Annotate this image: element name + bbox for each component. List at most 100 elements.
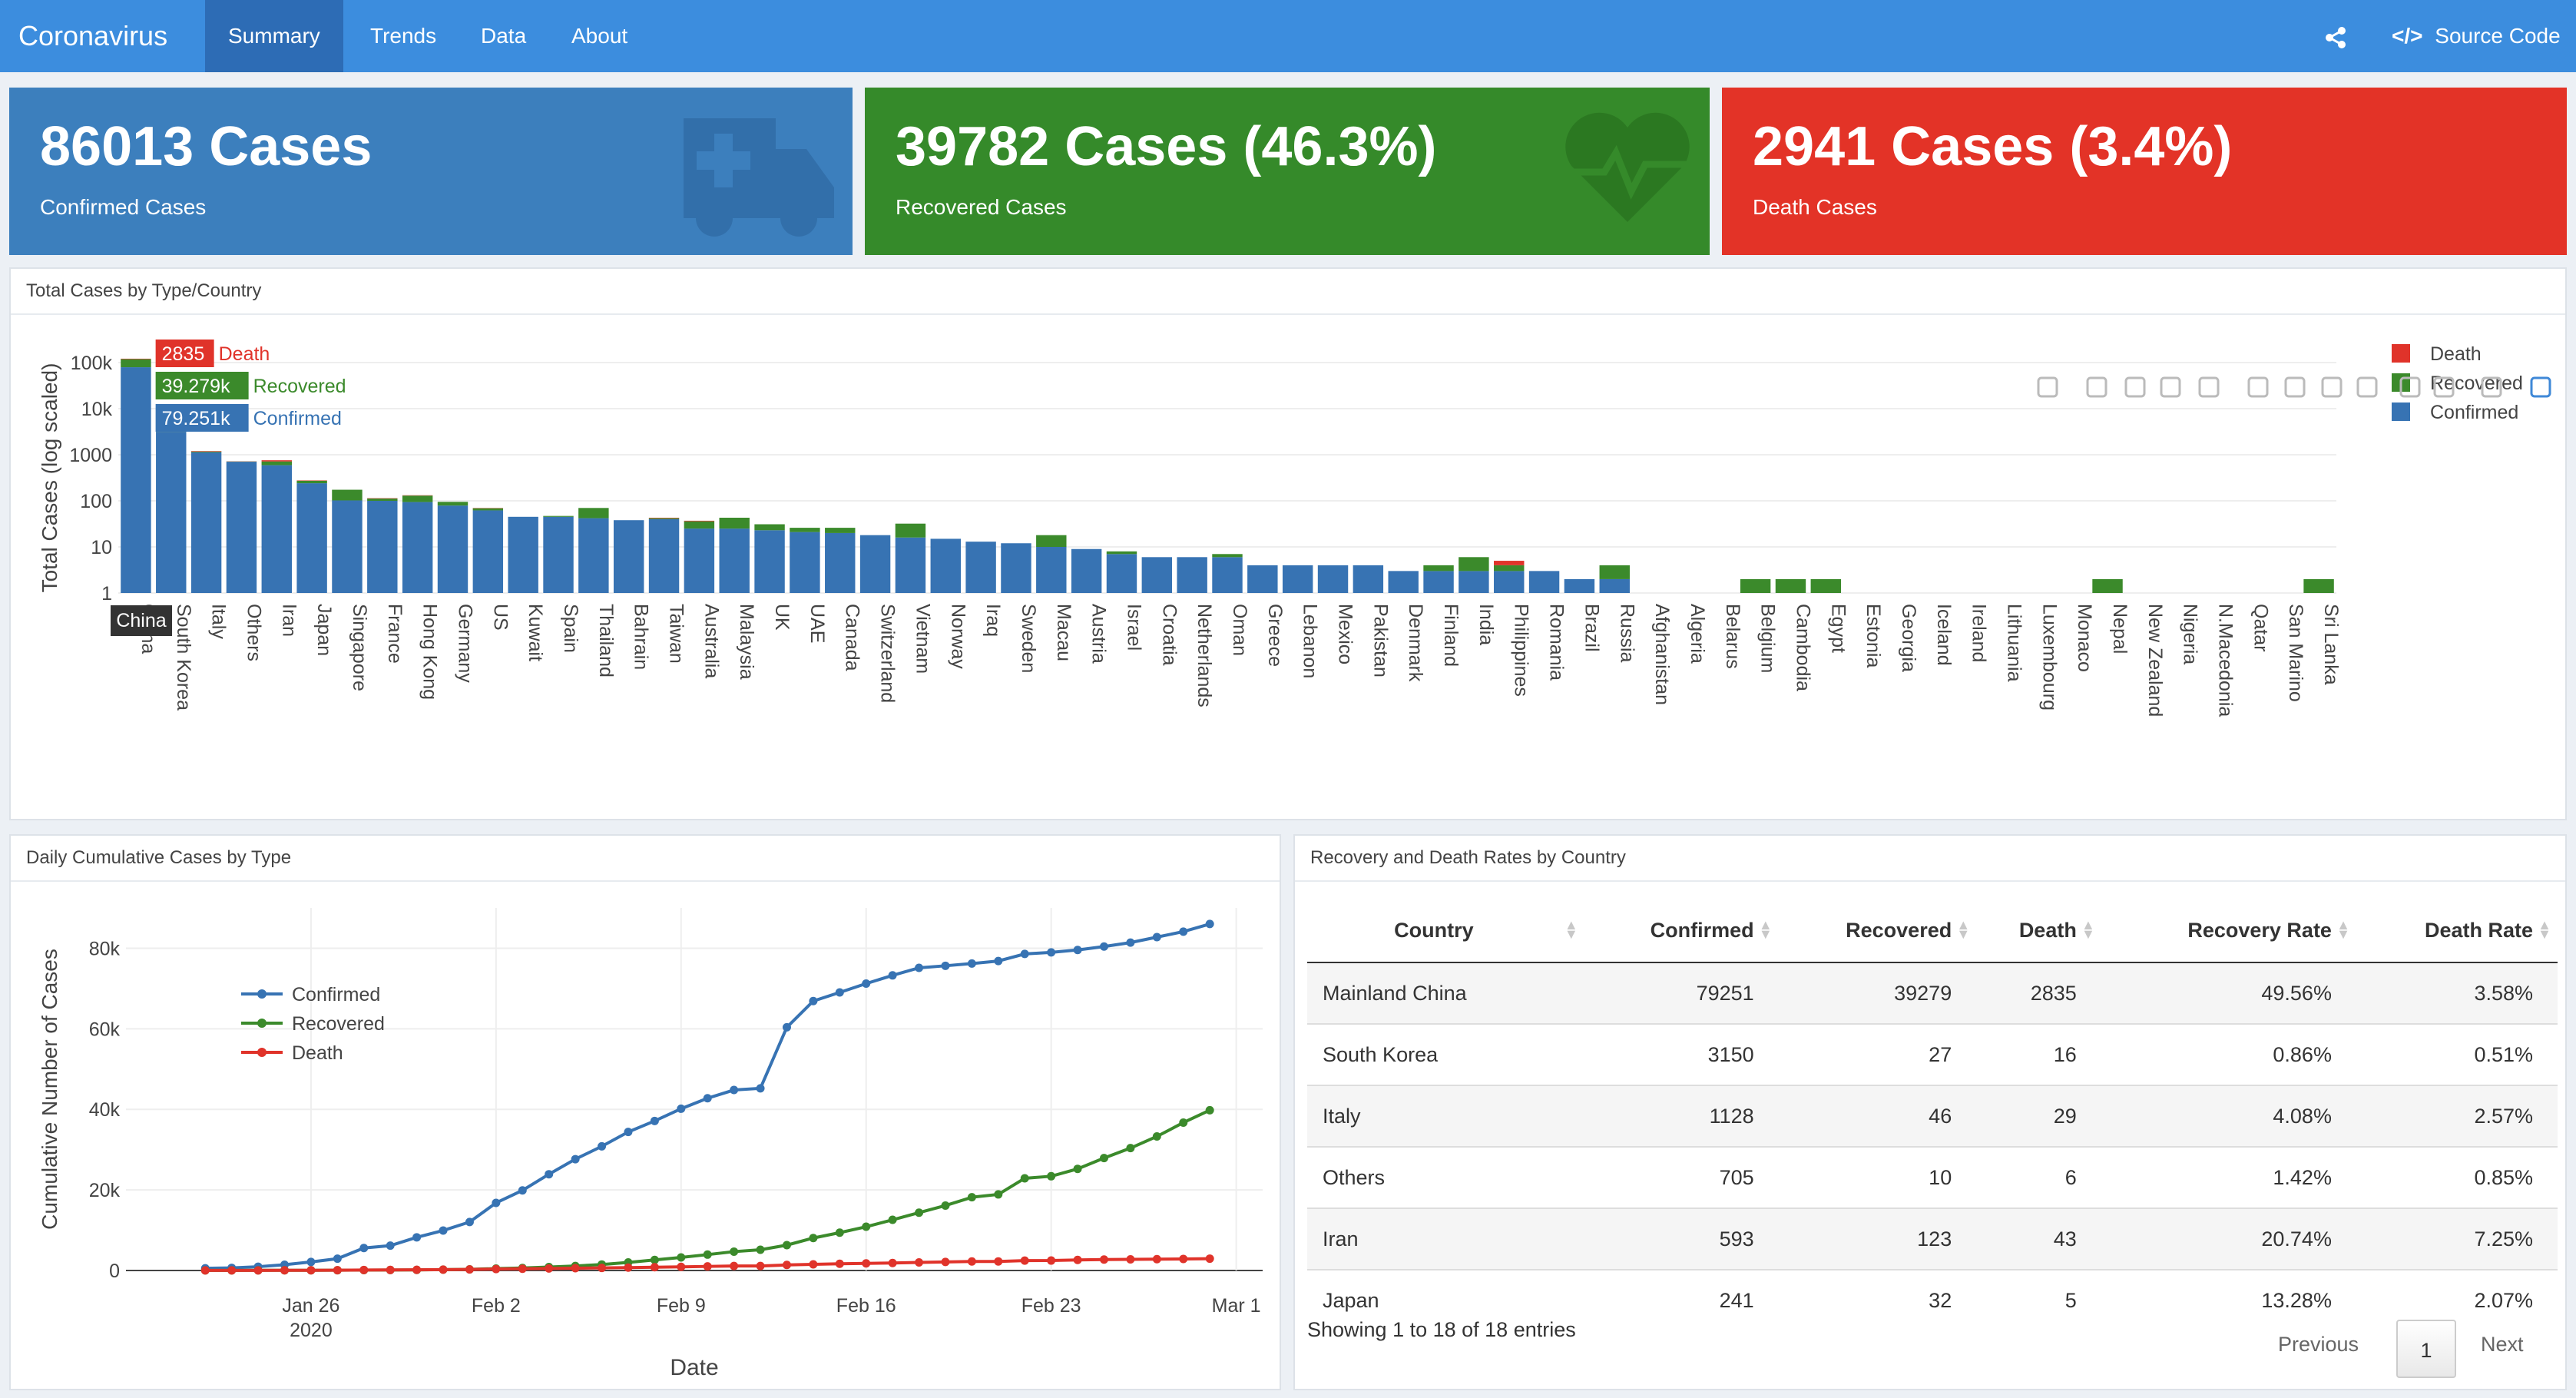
bar-recovered (684, 521, 715, 529)
data-point (809, 1260, 818, 1269)
next-button[interactable]: Next (2481, 1333, 2524, 1356)
pan-icon[interactable] (2124, 376, 2146, 398)
tab-trends[interactable]: Trends (370, 24, 437, 48)
bar-confirmed (508, 516, 538, 593)
data-point (359, 1244, 369, 1253)
table-cell: South Korea (1307, 1023, 1584, 1085)
x-tick-label: Nigeria (2180, 604, 2201, 664)
x-tick-label: Lithuania (2004, 604, 2025, 682)
bar-confirmed (296, 483, 327, 593)
x-tick-label: Feb 23 (1021, 1295, 1081, 1317)
table-row[interactable]: Mainland China 79251 39279 2835 49.56% 3.58% (1307, 962, 2558, 1024)
table-cell: 3150 (1584, 1023, 1779, 1085)
x-tick-label: Sweden (1018, 604, 1039, 673)
bar-recovered (2092, 578, 2123, 593)
data-point (862, 979, 871, 988)
table-cell: Iran (1307, 1208, 1584, 1270)
x-tick-label: Bahrain (631, 604, 652, 670)
bar-recovered (296, 480, 327, 484)
tab-about[interactable]: About (571, 24, 628, 48)
table-row[interactable]: South Korea 3150 27 16 0.86% 0.51% (1307, 1023, 2558, 1085)
bar-confirmed (226, 462, 257, 593)
bar-confirmed (1317, 565, 1349, 593)
table-row[interactable]: Italy 1128 46 29 4.08% 2.57% (1307, 1085, 2558, 1147)
sort-icon: ▲ ▼ (1956, 917, 1971, 942)
x-tick-label: Thailand (595, 604, 617, 677)
bar-confirmed (825, 532, 856, 593)
legend-swatch (2392, 344, 2410, 363)
data-point (835, 1228, 844, 1237)
table-row[interactable]: Others 705 10 6 1.42% 0.85% (1307, 1146, 2558, 1208)
source-code-link[interactable]: </> Source Code (2392, 24, 2561, 48)
bar-confirmed (648, 518, 680, 593)
x-tick-label: Spain (560, 604, 581, 653)
table-cell: 16 (1976, 1023, 2101, 1085)
data-point (1047, 1171, 1056, 1181)
sort-icon: ▲ ▼ (2538, 917, 2551, 942)
share-icon[interactable] (2324, 0, 2347, 72)
table-cell: 123 (1778, 1208, 1977, 1270)
bar-recovered (261, 461, 292, 465)
x-tick-label: Others (243, 604, 264, 661)
column-header[interactable]: Recovery Rate ▲ ▼ (2101, 899, 2356, 963)
zoom-icon[interactable] (2086, 376, 2107, 398)
spike-icon[interactable] (2399, 376, 2421, 398)
table-row[interactable]: Iran 593 123 43 20.74% 7.25% (1307, 1208, 2558, 1270)
home-icon[interactable] (2356, 376, 2378, 398)
table-row[interactable]: Japan 241 32 5 13.28% 2.07% (1307, 1269, 2558, 1330)
data-point (782, 1261, 791, 1270)
column-header[interactable]: Death ▲ ▼ (1976, 899, 2101, 963)
bar-recovered (1423, 565, 1454, 571)
table-cell: 10 (1778, 1146, 1977, 1208)
bar-confirmed (613, 520, 644, 593)
total-cases-bar-chart[interactable]: 1 10 100 1000 10k 100k Total Cases (log scaled… (11, 315, 2565, 820)
column-header[interactable]: Country ▲ ▼ (1307, 899, 1584, 963)
x-tick-label: Macau (1053, 604, 1074, 661)
column-header[interactable]: Confirmed ▲ ▼ (1584, 899, 1779, 963)
hover-category-box (111, 605, 172, 636)
tab-summary[interactable]: Summary (205, 0, 343, 72)
x-tick-label: Oman (1229, 604, 1250, 656)
camera-icon[interactable] (2037, 376, 2058, 398)
x-axis-label: Date (670, 1355, 718, 1380)
bar-confirmed (965, 542, 996, 593)
data-point (650, 1263, 659, 1272)
tab-data[interactable]: Data (481, 24, 527, 48)
page-1-button[interactable]: 1 (2396, 1320, 2456, 1378)
x-tick-label: Iceland (1933, 604, 1955, 666)
confirmed-cases-box: 86013 Cases Confirmed Cases (9, 88, 853, 255)
autoscale-icon[interactable] (2321, 376, 2343, 398)
bar-recovered (790, 528, 820, 532)
sort-icon: ▲ ▼ (2336, 917, 2350, 942)
zoom-in-icon[interactable] (2247, 376, 2269, 398)
data-point (571, 1155, 580, 1164)
x-tick-label: Brazil (1581, 604, 1602, 652)
data-point (730, 1085, 739, 1095)
table-cell: 4.08% (2101, 1085, 2356, 1147)
total-cases-panel: Total Cases by Type/Country 1 10 100 1000 10… (9, 267, 2567, 820)
table-cell: Italy (1307, 1085, 1584, 1147)
bar-recovered (1106, 551, 1137, 555)
zoom-out-icon[interactable] (2284, 376, 2306, 398)
y-axis-label: Cumulative Number of Cases (38, 949, 61, 1230)
legend-label: Recovered (2430, 373, 2523, 394)
x-tick-label: N.Macedonia (2215, 604, 2237, 717)
column-header[interactable]: Death Rate ▲ ▼ (2356, 899, 2558, 963)
x-tick-label: Greece (1264, 604, 1286, 667)
plotly-logo-icon[interactable] (2530, 376, 2551, 398)
app-title[interactable]: Coronavirus (18, 20, 168, 51)
y-tick-label: 1000 (69, 445, 112, 466)
lasso-icon[interactable] (2198, 376, 2220, 398)
navbar: Coronavirus Summary Trends Data About </… (0, 0, 2576, 72)
previous-button[interactable]: Previous (2278, 1333, 2359, 1356)
hover-closest-icon[interactable] (2433, 376, 2455, 398)
box-select-icon[interactable] (2160, 376, 2181, 398)
cumulative-cases-line-chart[interactable]: 0 20k 40k 60k 80k Jan 26 Feb 2 Feb 9 Feb 16 Feb 2… (11, 882, 1280, 1390)
bar-recovered (648, 518, 680, 519)
bar-recovered (719, 517, 750, 529)
x-tick-label: Taiwan (666, 604, 687, 664)
data-point (359, 1265, 369, 1274)
x-tick-label: Georgia (1898, 604, 1919, 672)
column-header[interactable]: Recovered ▲ ▼ (1778, 899, 1977, 963)
hover-compare-icon[interactable] (2481, 376, 2502, 398)
